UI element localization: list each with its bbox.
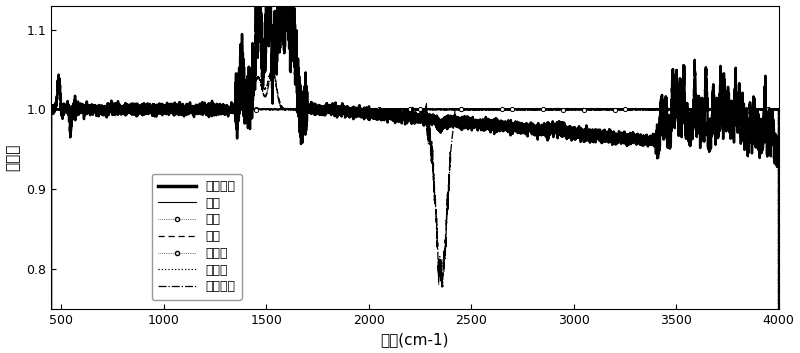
乙烷	[538, 107, 548, 112]
丙烷	[733, 108, 742, 112]
正丁烷	[468, 107, 478, 111]
Y-axis label: 透射率: 透射率	[6, 144, 21, 171]
异丁烷	[149, 107, 158, 112]
甲烷	[733, 107, 742, 112]
二氧化碳	[733, 107, 742, 112]
现场光谱	[774, 152, 783, 156]
Line: 正丁烷: 正丁烷	[51, 108, 778, 353]
正丁烷	[233, 106, 242, 110]
乙烷	[415, 107, 425, 111]
二氧化碳	[468, 108, 478, 112]
乙烷	[374, 107, 384, 111]
乙烷	[128, 107, 138, 112]
甲烷	[468, 107, 478, 112]
丙烷	[267, 66, 277, 71]
异丁烷	[610, 107, 619, 112]
二氧化碳	[290, 108, 299, 112]
Line: 二氧化碳: 二氧化碳	[51, 69, 778, 353]
Line: 异丁烷: 异丁烷	[49, 107, 770, 353]
乙烷	[456, 107, 466, 111]
乙烷	[87, 107, 97, 112]
现场光谱	[710, 133, 720, 138]
甲烷	[562, 107, 572, 111]
乙烷	[743, 108, 753, 112]
二氧化碳	[268, 67, 278, 71]
乙烷	[333, 107, 342, 111]
乙烷	[620, 107, 630, 112]
丙烷	[290, 107, 299, 111]
异丁烷	[200, 107, 210, 112]
Line: 乙烷: 乙烷	[49, 107, 750, 353]
丙烷	[608, 107, 618, 111]
丙烷	[562, 108, 572, 112]
二氧化碳	[774, 107, 783, 112]
甲烷	[290, 107, 299, 112]
异丁烷	[98, 107, 107, 112]
二氧化碳	[562, 108, 572, 112]
异丁烷	[763, 107, 773, 111]
异丁烷	[405, 107, 414, 111]
乙烷	[292, 107, 302, 111]
乙烷	[169, 107, 178, 112]
甲烷	[608, 107, 618, 112]
乙烷	[251, 107, 261, 111]
Legend: 现场光谱, 甲烷, 乙烷, 丙烷, 异丁烷, 正丁烷, 二氧化碳: 现场光谱, 甲烷, 乙烷, 丙烷, 异丁烷, 正丁烷, 二氧化碳	[152, 174, 242, 300]
二氧化碳	[608, 107, 618, 112]
异丁烷	[712, 107, 722, 112]
异丁烷	[354, 107, 363, 112]
现场光谱	[290, 43, 299, 47]
现场光谱	[608, 134, 618, 138]
Line: 现场光谱: 现场光谱	[51, 0, 778, 353]
异丁烷	[251, 108, 261, 112]
正丁烷	[290, 107, 299, 111]
丙烷	[468, 107, 478, 112]
异丁烷	[661, 107, 670, 112]
二氧化碳	[710, 107, 720, 112]
现场光谱	[562, 126, 572, 130]
异丁烷	[302, 108, 312, 112]
乙烷	[497, 107, 506, 112]
异丁烷	[456, 107, 466, 111]
异丁烷	[558, 107, 568, 112]
正丁烷	[710, 108, 720, 112]
甲烷	[631, 106, 641, 110]
乙烷	[210, 108, 220, 112]
X-axis label: 波数(cm-1): 波数(cm-1)	[381, 333, 449, 347]
丙烷	[710, 107, 720, 111]
异丁烷	[507, 107, 517, 112]
正丁烷	[562, 107, 572, 112]
正丁烷	[608, 107, 618, 111]
现场光谱	[733, 128, 742, 132]
Line: 甲烷: 甲烷	[51, 108, 778, 353]
乙烷	[579, 108, 589, 112]
乙烷	[702, 107, 711, 112]
乙烷	[661, 107, 670, 111]
Line: 丙烷: 丙烷	[51, 68, 778, 353]
甲烷	[710, 108, 720, 112]
现场光谱	[468, 122, 478, 126]
正丁烷	[733, 107, 742, 112]
